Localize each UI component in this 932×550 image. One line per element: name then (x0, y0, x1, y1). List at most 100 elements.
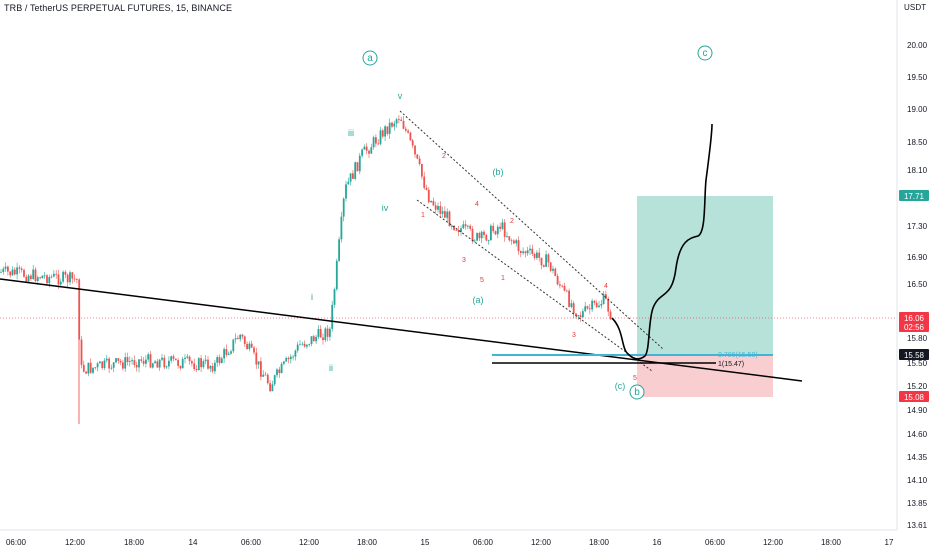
candle-body (333, 289, 336, 305)
candle-body (96, 363, 99, 368)
loss-zone[interactable] (637, 355, 773, 397)
candle-body (101, 361, 104, 369)
candle-body (556, 275, 559, 285)
candle-body (241, 334, 244, 337)
candle-body (147, 354, 150, 360)
candle-body (145, 359, 147, 364)
candle-body (400, 119, 403, 121)
candle-body (2, 268, 5, 272)
candle-body (218, 357, 221, 364)
candle-body (529, 248, 531, 251)
candle-body (515, 240, 518, 244)
long-trendline[interactable] (0, 278, 803, 382)
candle-body (503, 222, 506, 237)
candle-body (128, 361, 131, 363)
candle-body (487, 240, 490, 241)
candle-body (179, 365, 182, 369)
price-tick-label: 18.50 (907, 138, 928, 147)
wave-label: (b) (493, 167, 504, 177)
candle-body (285, 357, 288, 362)
candle-body (473, 240, 476, 242)
candle-body (85, 371, 87, 374)
candle-body (165, 366, 168, 368)
candle-body (239, 334, 242, 340)
channel-upper[interactable] (399, 110, 664, 350)
candle-body (568, 290, 570, 307)
wave-label: (c) (615, 381, 626, 391)
candle-body (283, 361, 285, 364)
candle-body (287, 357, 290, 360)
candle-body (552, 268, 554, 271)
candle-body (404, 128, 407, 131)
candle-body (464, 224, 467, 227)
price-tick-label: 15.20 (907, 382, 928, 391)
candle-body (416, 154, 419, 159)
candle-body (197, 358, 200, 371)
symbol-title[interactable]: TRB / TetherUS PERPETUAL FUTURES, 15, BI… (4, 3, 233, 13)
price-tag-text: 15.58 (904, 351, 925, 360)
candle-body (273, 375, 276, 385)
time-tick-label: 16 (653, 538, 662, 547)
time-tick-label: 18:00 (589, 538, 610, 547)
time-tick-label: 06:00 (241, 538, 262, 547)
candle-body (181, 358, 184, 369)
candle-body (577, 315, 580, 316)
candle-body (609, 311, 612, 320)
candle-body (41, 275, 44, 279)
price-tick-label: 14.60 (907, 430, 928, 439)
candle-body (133, 360, 136, 365)
candle-body (540, 257, 543, 266)
candle-body (531, 248, 534, 254)
price-tick-label: 20.00 (907, 41, 928, 50)
candle-body (510, 240, 513, 241)
candle-body (559, 284, 561, 286)
candle-body (524, 251, 527, 254)
candle-body (124, 357, 127, 369)
candle-body (322, 337, 324, 341)
candle-body (11, 269, 14, 276)
candle-body (446, 211, 449, 218)
candle-body (16, 267, 18, 275)
candle-body (602, 294, 605, 305)
candle-body (340, 216, 343, 240)
candle-body (64, 271, 67, 275)
candle-body (191, 361, 193, 364)
candle-body (292, 356, 294, 358)
candle-body (430, 200, 432, 203)
candle-body (99, 361, 101, 364)
time-tick-label: 14 (189, 538, 198, 547)
candle-body (138, 359, 140, 368)
candle-body (342, 198, 345, 217)
projection-path[interactable] (611, 123, 713, 360)
candle-body (591, 300, 593, 310)
candle-body (476, 232, 478, 241)
candle-body (513, 240, 515, 244)
candle-body (457, 230, 460, 233)
candle-body (595, 302, 598, 308)
time-tick-label: 15 (421, 538, 430, 547)
candle-body (89, 362, 92, 373)
candle-body (388, 122, 391, 134)
price-tick-label: 15.50 (907, 359, 928, 368)
candle-body (32, 269, 35, 279)
price-tick-label: 13.85 (907, 499, 928, 508)
candle-body (363, 146, 366, 150)
fib-level-label: 0.786(15.58) (718, 352, 758, 359)
price-tick-label: 14.90 (907, 406, 928, 415)
candle-body (496, 226, 499, 235)
candle-body (48, 276, 51, 284)
candle-body (384, 126, 386, 137)
profit-zone[interactable] (637, 196, 773, 355)
candle-body (386, 126, 389, 134)
wave-label: ii (329, 363, 333, 373)
candle-body (549, 262, 552, 271)
candle-body (324, 328, 327, 341)
candle-body (375, 137, 377, 144)
wave-label: iii (348, 128, 354, 138)
candle-body (257, 361, 260, 365)
candle-body (243, 336, 246, 344)
candle-body (547, 254, 550, 263)
channel-lower[interactable] (416, 199, 653, 372)
